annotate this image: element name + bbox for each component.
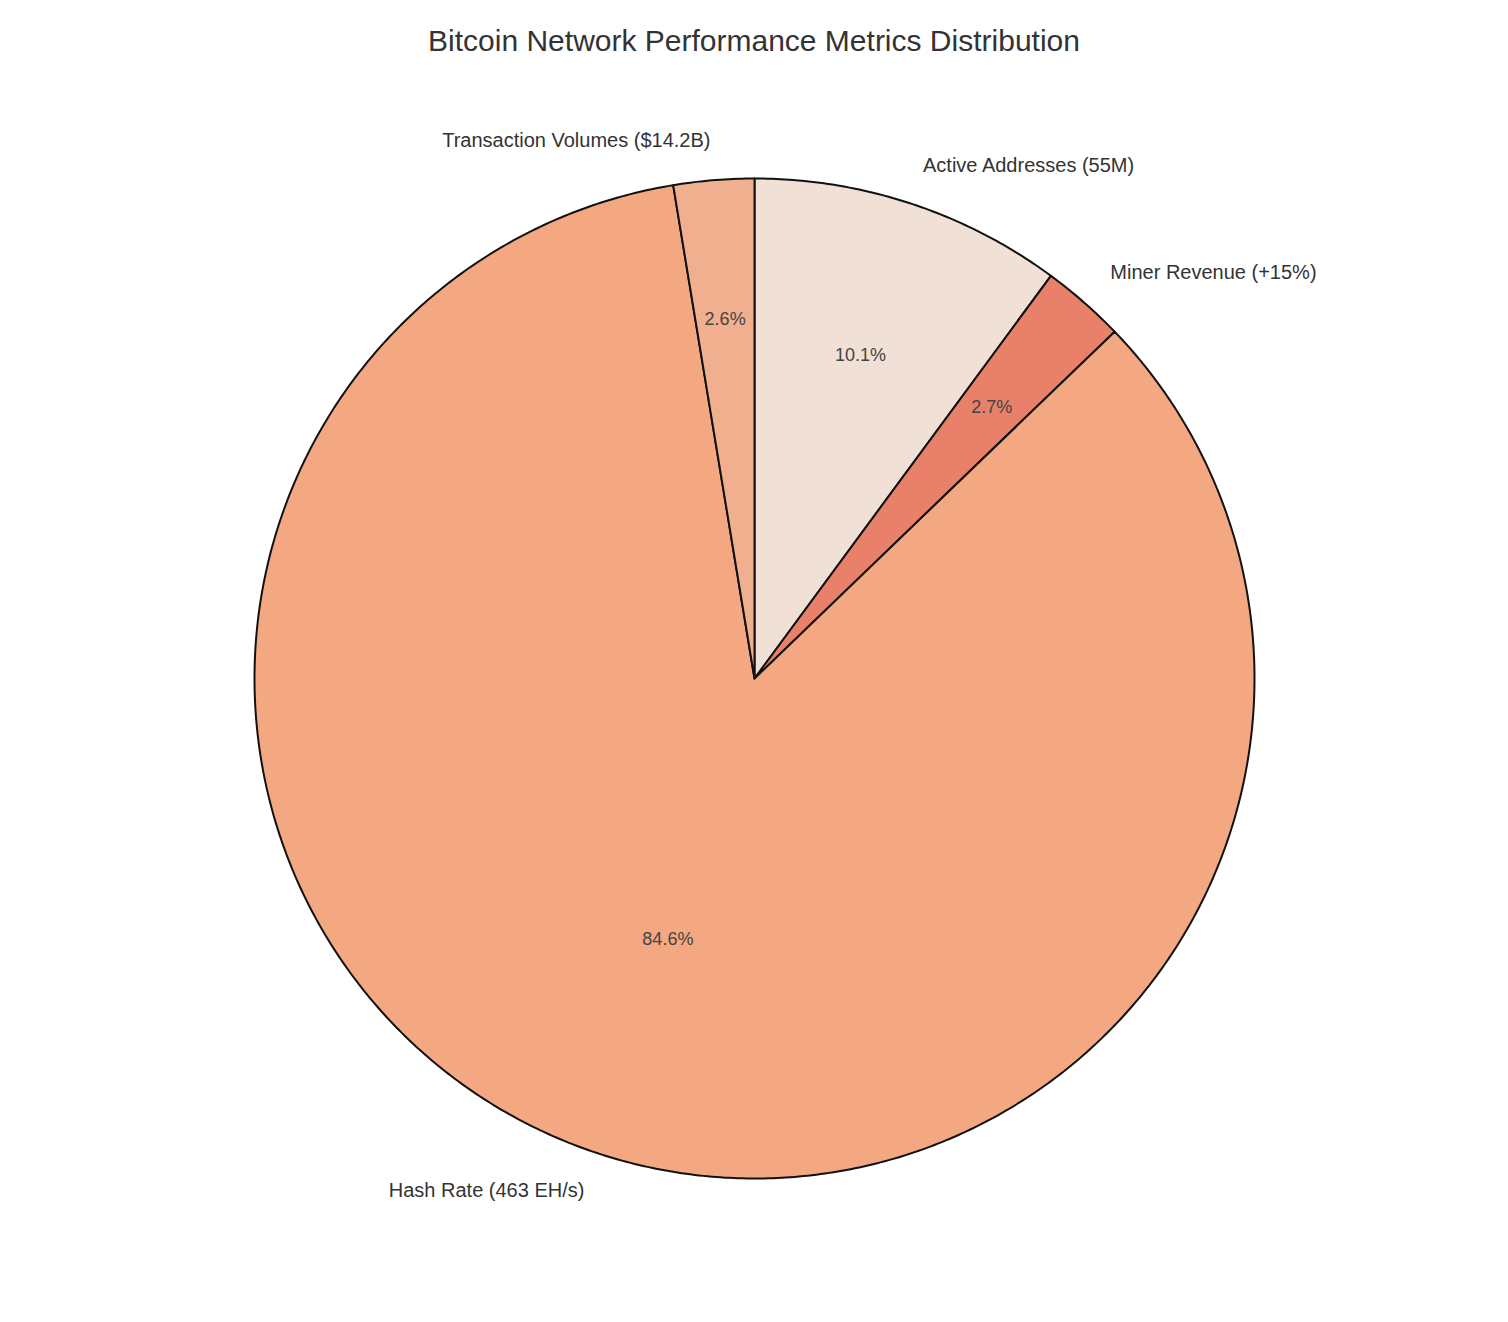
svg-text:Active Addresses (55M): Active Addresses (55M) bbox=[923, 154, 1134, 176]
svg-text:10.1%: 10.1% bbox=[835, 345, 886, 365]
svg-text:84.6%: 84.6% bbox=[642, 929, 693, 949]
svg-text:Transaction Volumes ($14.2B): Transaction Volumes ($14.2B) bbox=[442, 129, 710, 151]
svg-text:Miner Revenue (+15%): Miner Revenue (+15%) bbox=[1110, 261, 1316, 283]
svg-text:2.6%: 2.6% bbox=[705, 309, 746, 329]
svg-text:Hash Rate (463 EH/s): Hash Rate (463 EH/s) bbox=[389, 1179, 585, 1201]
svg-text:2.7%: 2.7% bbox=[971, 397, 1012, 417]
html-text:Bitcoin Network Performance Me: Bitcoin Network Performance Metrics Dist… bbox=[428, 24, 1080, 57]
